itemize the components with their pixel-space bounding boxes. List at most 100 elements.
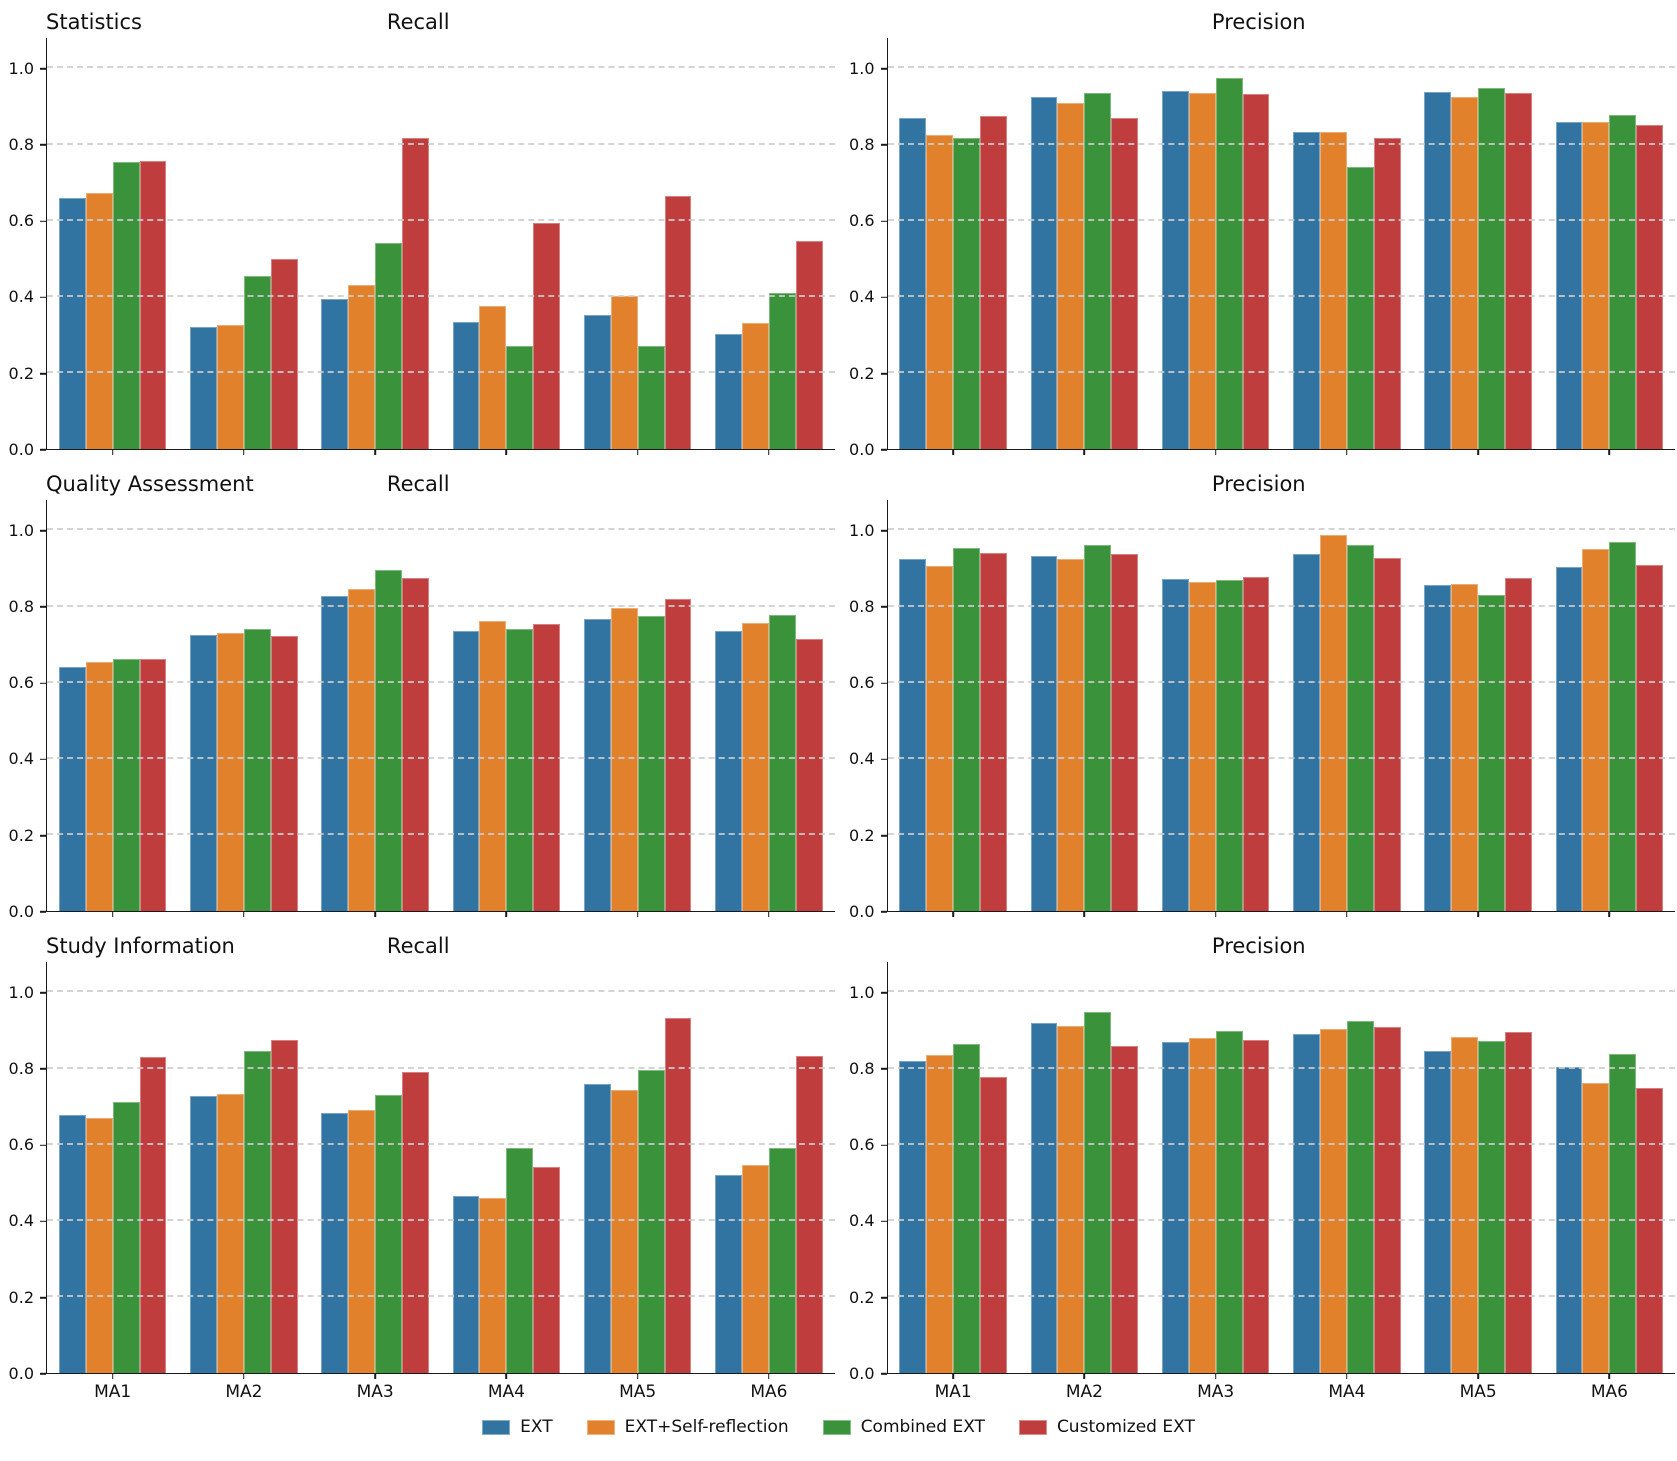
bar-customized-ext [1636, 1088, 1664, 1373]
subplot-quality-assessment-precision: Precision 0.0 0.2 0.4 0.6 0.8 1.0 [843, 450, 1676, 920]
bar-customized-ext [980, 116, 1007, 449]
gridline [47, 1294, 835, 1297]
bar-ext-self-reflection [926, 135, 954, 449]
y-tick-mark [880, 606, 887, 608]
gridline [887, 528, 1675, 531]
bar-ext-self-reflection [85, 193, 113, 449]
x-tick-mark [768, 449, 770, 455]
bar-group-ma5 [572, 500, 703, 917]
legend-item-customized-ext: Customized EXT [1018, 1418, 1195, 1436]
row-label-study-information: Study Information [46, 934, 235, 958]
bar-ext [1161, 579, 1189, 911]
x-tick-mark [374, 449, 376, 455]
bar-customized-ext [402, 1071, 429, 1373]
bar-group-ma1 [47, 38, 178, 455]
bar-ext-self-reflection [1582, 1083, 1610, 1373]
bar-group-ma5 [572, 38, 703, 455]
gridline [887, 1294, 1675, 1297]
bar-group-ma3 [1150, 500, 1281, 917]
gridline [887, 1218, 1675, 1221]
bar-customized-ext [664, 196, 692, 449]
bar-combined-ext [1084, 544, 1112, 911]
bars [1030, 962, 1139, 1373]
bar-group-ma4 [1281, 500, 1412, 917]
x-tick-label: MA5 [1459, 1382, 1497, 1402]
bars [58, 500, 167, 911]
x-tick-mark [505, 449, 508, 455]
bar-ext-self-reflection [348, 1109, 376, 1373]
gridline [887, 680, 1675, 683]
subplot-study-information-precision: Precision 0.0 0.2 0.4 0.6 0.8 1.0 MA1 MA2 MA3 MA… [843, 912, 1675, 1402]
bar-customized-ext [1111, 1046, 1139, 1373]
bar-group-ma3 [310, 38, 441, 455]
bar-customized-ext [1505, 92, 1532, 449]
gridline [887, 990, 1675, 993]
x-tick-mark [1608, 1373, 1611, 1379]
bar-combined-ext [112, 1101, 140, 1373]
bars [58, 38, 167, 449]
bar-combined-ext [1346, 1020, 1374, 1373]
bar-ext-self-reflection [1319, 1029, 1347, 1373]
bars [583, 500, 692, 911]
bar-combined-ext [243, 1051, 271, 1373]
bar-ext-self-reflection [1188, 92, 1216, 449]
y-tick-mark [880, 529, 887, 532]
bar-customized-ext [1373, 557, 1401, 911]
x-tick-mark [1214, 1373, 1217, 1379]
row-label-quality-assessment: Quality Assessment [46, 472, 254, 496]
titlebar: Precision [843, 2, 1676, 38]
bar-ext [58, 197, 86, 449]
bar-ext-self-reflection [479, 1197, 507, 1373]
y-tick-mark [40, 758, 46, 761]
bars [1293, 500, 1401, 911]
bars [1161, 38, 1270, 449]
bar-ext [1424, 91, 1452, 449]
gridline [47, 142, 835, 145]
y-tick-label: 1.0 [849, 982, 875, 1002]
x-tick-mark [1477, 449, 1479, 455]
bar-ext-self-reflection [216, 632, 244, 911]
bars [58, 962, 167, 1373]
x-tick-mark [952, 1373, 954, 1379]
bar-customized-ext [1373, 138, 1401, 449]
bar-ext-self-reflection [1057, 559, 1085, 911]
y-tick-mark [880, 144, 887, 146]
legend-swatch-ext [482, 1419, 511, 1435]
gridline [47, 66, 835, 69]
y-tick-label: 0.2 [8, 363, 34, 383]
bar-group-ma5: MA5 [572, 962, 703, 1402]
x-tick-label: MA3 [1197, 1382, 1235, 1402]
gridline [887, 218, 1675, 221]
bar-ext [190, 634, 217, 911]
bar-group-ma2 [1019, 38, 1150, 455]
y-tick-mark [880, 449, 887, 451]
y-tick-mark [880, 1296, 887, 1299]
bar-combined-ext [243, 629, 271, 911]
plot-statistics-recall: 0.0 0.2 0.4 0.6 0.8 1.0 [2, 38, 835, 458]
y-tick-label: 1.0 [849, 58, 875, 78]
y-tick-label: 0.4 [8, 1211, 34, 1231]
bar-customized-ext [139, 659, 167, 911]
x-tick-mark [243, 911, 245, 917]
x-tick-mark [768, 911, 770, 917]
bar-customized-ext [1505, 578, 1532, 911]
bar-ext-self-reflection [479, 305, 507, 449]
bar-ext [1293, 1033, 1320, 1373]
bar-combined-ext [112, 162, 140, 449]
bar-ext-self-reflection [1582, 548, 1610, 911]
bar-combined-ext [953, 547, 981, 911]
bar-combined-ext [506, 345, 534, 449]
titlebar: Precision [843, 450, 1676, 500]
bars [1161, 962, 1270, 1373]
bar-ext-self-reflection [741, 623, 769, 911]
legend-label: Combined EXT [860, 1416, 985, 1437]
bar-customized-ext [795, 639, 823, 911]
bar-group-ma4: MA4 [441, 962, 572, 1402]
bar-customized-ext [795, 1056, 823, 1373]
bars [899, 500, 1007, 911]
bar-ext-self-reflection [1451, 1036, 1479, 1373]
bar-group-ma2: MA2 [178, 962, 309, 1402]
y-tick-label: 0.2 [849, 363, 875, 383]
gridline [47, 832, 835, 835]
bar-ext [321, 1112, 349, 1373]
